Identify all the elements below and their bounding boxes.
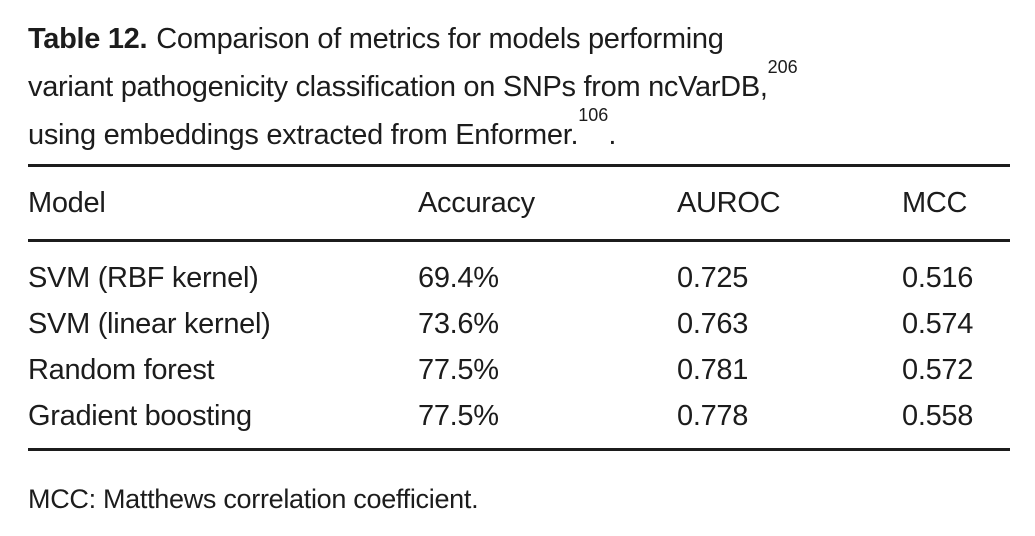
column-header-auroc: AUROC: [677, 165, 902, 242]
cell-accuracy: 77.5%: [418, 393, 677, 451]
cell-accuracy: 73.6%: [418, 307, 499, 340]
caption-text-1: Comparison of metrics for models perform…: [156, 23, 724, 55]
cell-auroc: 0.725: [677, 261, 749, 294]
table-header-row: Model Accuracy AUROC MCC: [28, 165, 1010, 242]
caption-text-2: variant pathogenicity classification on …: [28, 71, 768, 103]
caption-table-label: Table 12.: [28, 23, 148, 55]
cell-model: Random forest: [28, 353, 215, 386]
caption-trailing-period: .: [608, 119, 617, 151]
cell-accuracy: 69.4%: [418, 261, 499, 294]
table-row: Random forest 77.5% 0.781 0.572: [28, 347, 1010, 393]
cell-model: SVM (RBF kernel): [28, 261, 259, 294]
caption-text-3: using embeddings extracted from Enformer…: [28, 119, 579, 151]
table-row: Gradient boosting 77.5% 0.778 0.558: [28, 393, 1010, 451]
table-row: SVM (RBF kernel) 69.4% 0.725 0.516: [28, 241, 1010, 302]
table-footnote: MCC: Matthews correlation coefficient.: [28, 484, 479, 514]
citation-superscript-206: 206: [767, 57, 798, 78]
cell-model: Gradient boosting: [28, 393, 418, 451]
cell-mcc: 0.572: [902, 353, 974, 386]
metrics-table: Model Accuracy AUROC MCC SVM (RBF kernel…: [28, 164, 1010, 451]
caption-line-3: using embeddings extracted from Enformer…: [28, 106, 1010, 159]
caption-line-1: Table 12. Comparison of metrics for model…: [28, 15, 1010, 63]
cell-auroc: 0.763: [677, 307, 749, 340]
table-row: SVM (linear kernel) 73.6% 0.763 0.574: [28, 301, 1010, 347]
column-header-model: Model: [28, 165, 418, 242]
cell-model: SVM (linear kernel): [28, 307, 271, 340]
column-header-accuracy: Accuracy: [418, 165, 677, 242]
table-caption: Table 12. Comparison of metrics for model…: [28, 15, 1010, 159]
cell-mcc: 0.558: [902, 393, 1010, 451]
cell-accuracy: 77.5%: [418, 353, 499, 386]
cell-auroc: 0.778: [677, 393, 902, 451]
cell-mcc: 0.516: [902, 261, 974, 294]
caption-line-2: variant pathogenicity classification on …: [28, 58, 1010, 111]
cell-mcc: 0.574: [902, 307, 974, 340]
column-header-mcc: MCC: [902, 165, 1010, 242]
cell-auroc: 0.781: [677, 353, 749, 386]
citation-superscript-106: 106: [578, 105, 609, 126]
